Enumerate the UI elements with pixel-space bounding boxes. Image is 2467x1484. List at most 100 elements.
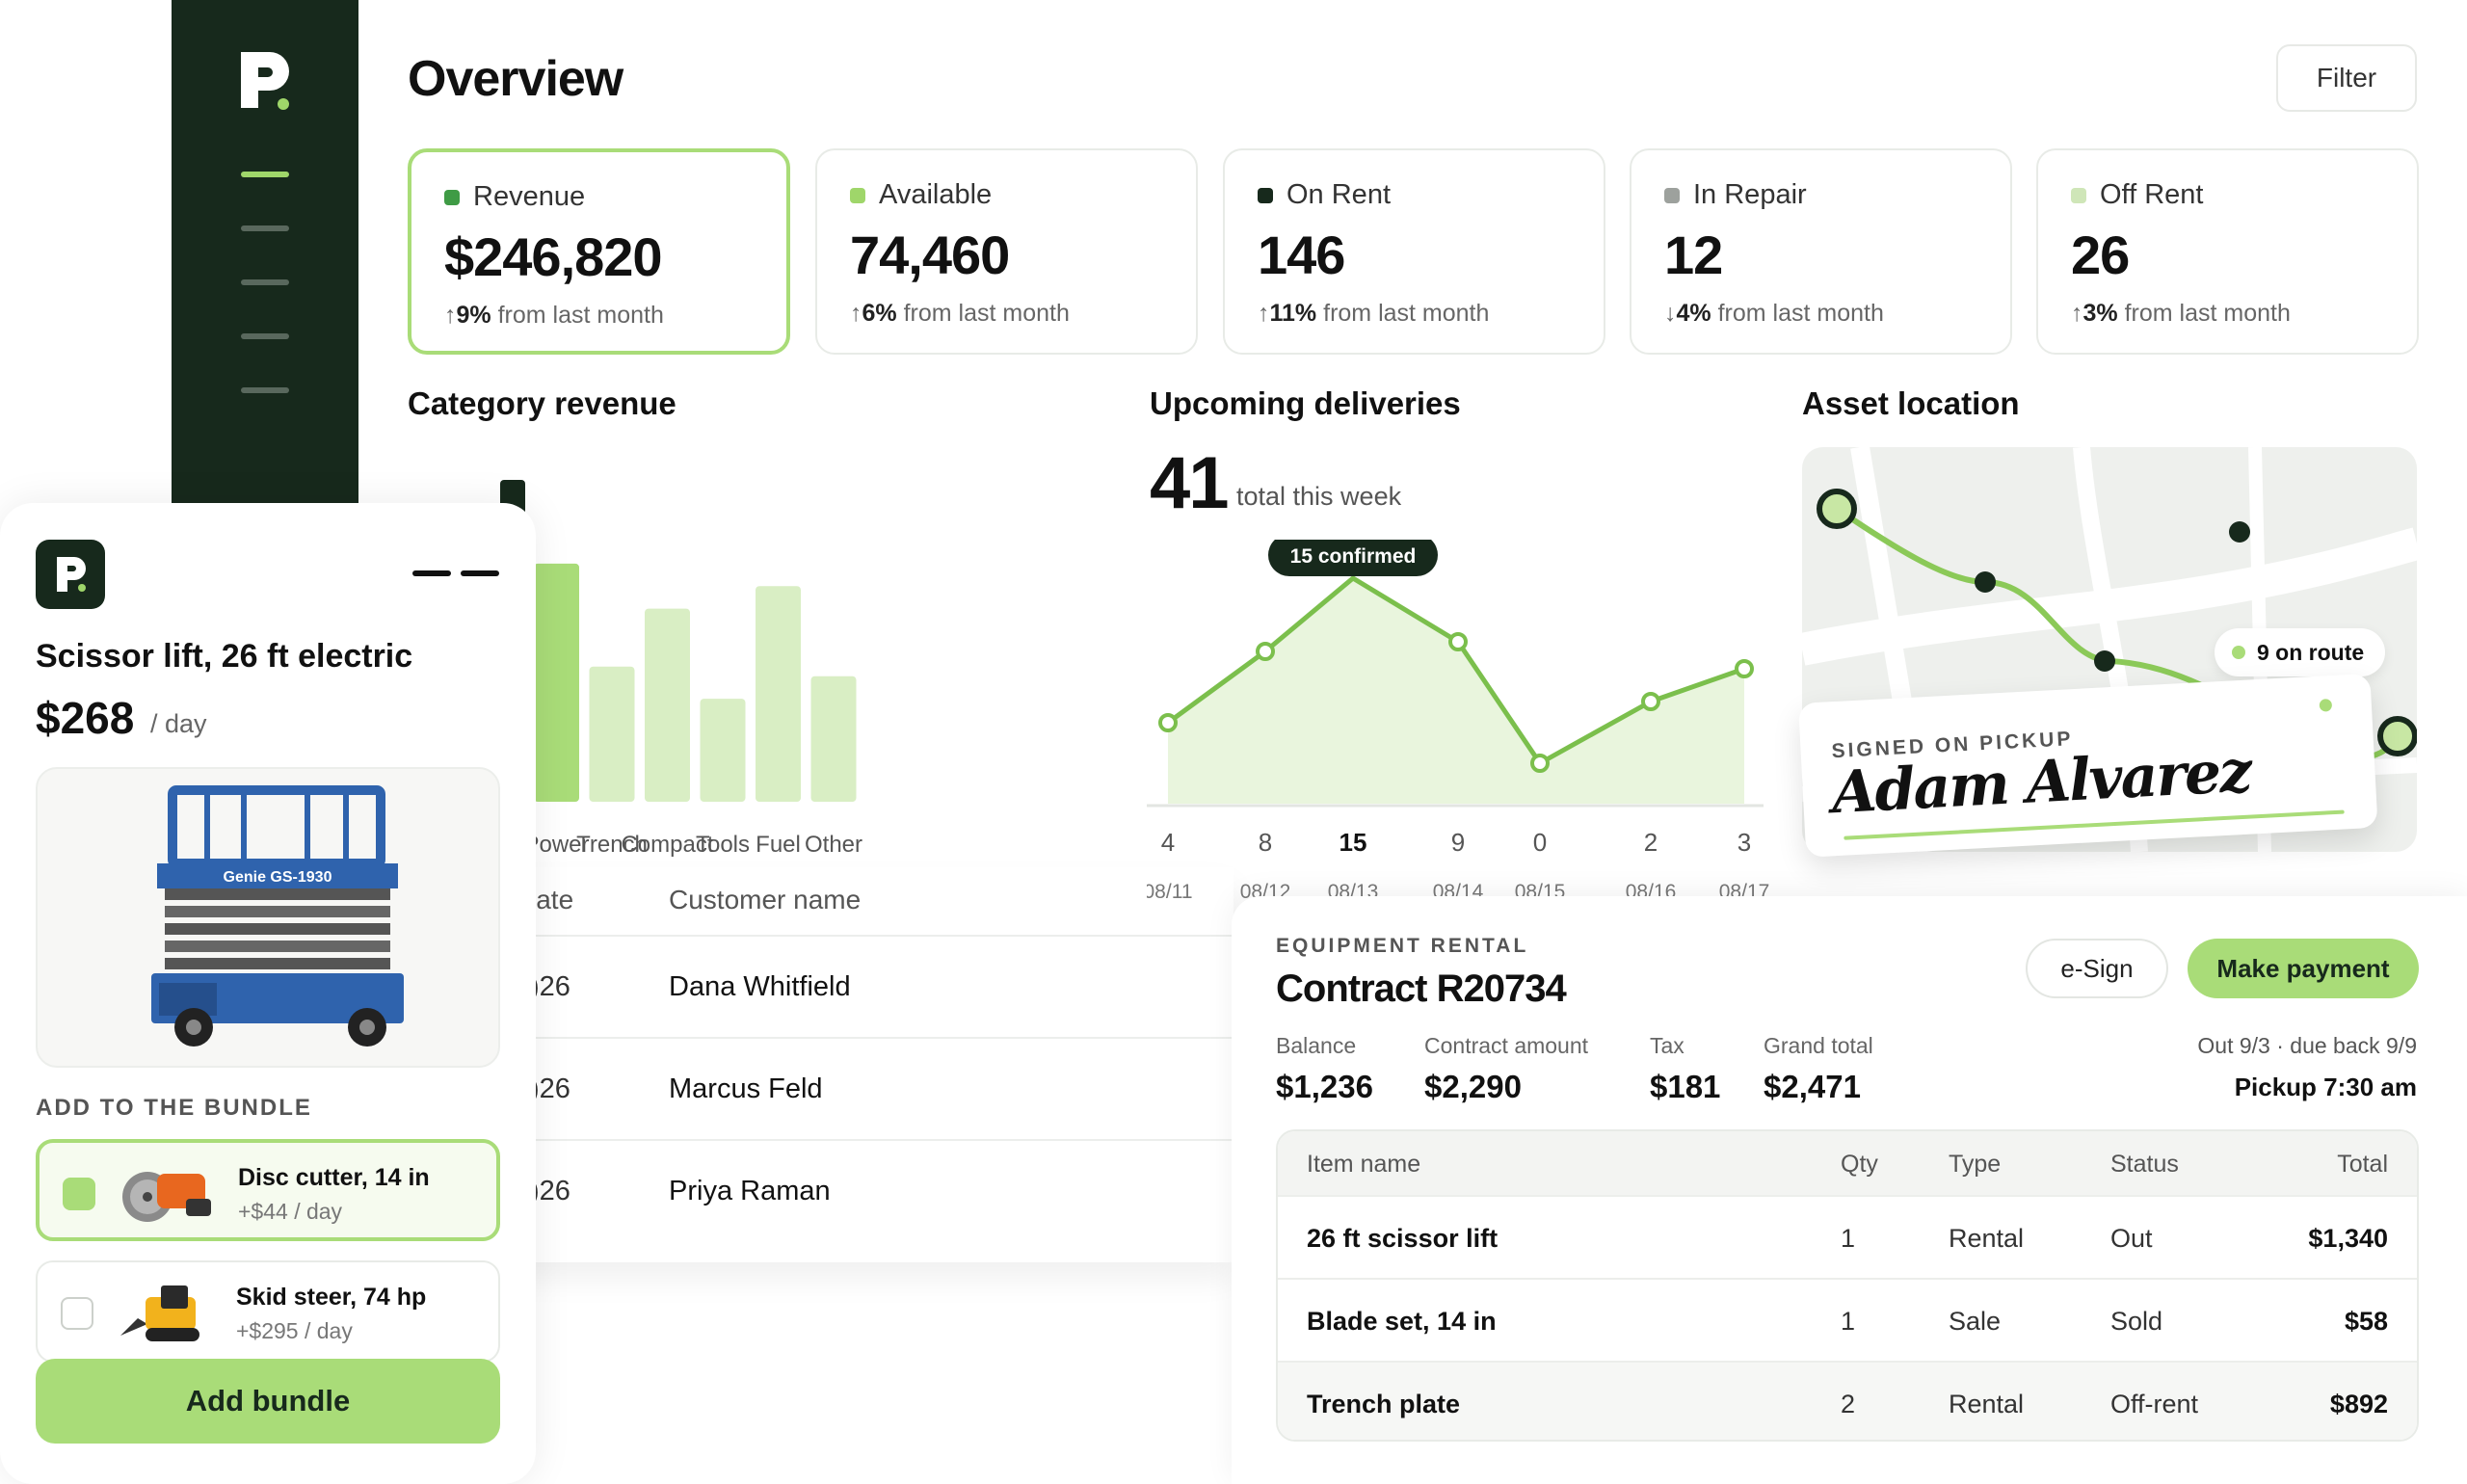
data-point[interactable] [1256, 642, 1275, 661]
summary-value: $2,471 [1764, 1069, 1861, 1104]
item-type: Rental [1949, 1390, 2025, 1418]
data-point[interactable] [1641, 692, 1660, 711]
product-price: $268 [36, 693, 135, 743]
item-total: $58 [2344, 1307, 2388, 1336]
bundle-item[interactable]: Skid steer, 74 hp +$295 / day [36, 1260, 500, 1363]
stat-card-available[interactable]: Available 74,460 ↑6% from last month [815, 148, 1198, 355]
stat-card-off-rent[interactable]: Off Rent 26 ↑3% from last month [2036, 148, 2419, 355]
add-bundle-button[interactable]: Add bundle [36, 1359, 500, 1444]
deliveries-total: 41 [1150, 442, 1230, 524]
legend-dot-icon [850, 187, 865, 203]
column-header-customer[interactable]: Customer name [669, 885, 862, 914]
data-value-label: 3 [1738, 828, 1751, 857]
upcoming-deliveries-title: Upcoming deliveries [1150, 385, 1461, 421]
sidebar-nav-item-2[interactable] [241, 225, 289, 231]
item-qty: 2 [1841, 1390, 1856, 1418]
stat-change-pct: 9% [456, 302, 491, 329]
data-point[interactable] [1530, 754, 1550, 773]
data-value-label: 9 [1451, 828, 1465, 857]
esign-button[interactable]: e-Sign [2026, 939, 2168, 998]
column-header-date[interactable]: late [530, 885, 574, 914]
column-header-qty[interactable]: Qty [1841, 1151, 1878, 1178]
sidebar [172, 0, 358, 520]
item-qty: 1 [1841, 1224, 1856, 1253]
stat-change-suffix: from last month [497, 302, 664, 329]
stat-label-text: Available [879, 179, 993, 210]
category-tick-label: Tools [696, 832, 750, 858]
column-header-type[interactable]: Type [1949, 1151, 2002, 1178]
tooltip-label: 15 confirmed [1290, 545, 1417, 568]
on-route-badge[interactable]: 9 on route [2215, 628, 2386, 676]
menu-dash-icon[interactable] [412, 570, 451, 576]
bundle-heading: ADD TO THE BUNDLE [36, 1095, 312, 1121]
item-name: Trench plate [1307, 1390, 1461, 1418]
table-row[interactable]: )26 Marcus Feld [405, 1037, 1234, 1139]
sidebar-nav-item-1[interactable] [241, 172, 289, 177]
bundle-item[interactable]: Disc cutter, 14 in +$44 / day [36, 1139, 500, 1241]
item-status: Sold [2110, 1307, 2163, 1336]
column-header-item[interactable]: Item name [1307, 1151, 1421, 1178]
data-value-label: 4 [1161, 828, 1175, 857]
stat-change: ↑9% from last month [444, 302, 664, 330]
column-header-status[interactable]: Status [2110, 1151, 2179, 1178]
bar-fuel[interactable] [756, 586, 801, 802]
summary-value: $2,290 [1424, 1069, 1522, 1104]
data-value-label: 15 [1340, 828, 1367, 857]
menu-dash-icon[interactable] [461, 570, 499, 576]
data-point[interactable] [1448, 632, 1468, 651]
trend-arrow-icon: ↓ [1664, 300, 1677, 327]
p-logo-icon[interactable] [237, 48, 295, 112]
stat-value: 12 [1664, 225, 1723, 285]
stat-card-on-rent[interactable]: On Rent 146 ↑11% from last month [1223, 148, 1605, 355]
table-row[interactable]: 26 ft scissor lift 1 Rental Out $1,340 [1278, 1195, 2417, 1278]
sidebar-nav-item-5[interactable] [241, 387, 289, 393]
bar-power[interactable] [534, 563, 579, 802]
item-status: Off-rent [2110, 1390, 2199, 1418]
data-value-label: 2 [1644, 828, 1658, 857]
deliveries-chart: 408/11808/121508/13908/14008/15208/16308… [1147, 540, 1769, 903]
summary-grand-total: Grand total $2,471 [1764, 1033, 1873, 1105]
make-payment-button[interactable]: Make payment [2188, 939, 2419, 998]
bundle-checkbox[interactable] [61, 1297, 93, 1330]
bundle-checkbox[interactable] [63, 1178, 95, 1210]
bar-other[interactable] [810, 676, 857, 802]
route-stop-marker [2094, 650, 2115, 672]
customer-date: )26 [530, 1176, 570, 1206]
trend-arrow-icon: ↑ [2071, 300, 2083, 327]
item-total: $892 [2329, 1390, 2388, 1418]
stat-card-in-repair[interactable]: In Repair 12 ↓4% from last month [1630, 148, 2012, 355]
sidebar-nav-item-4[interactable] [241, 333, 289, 339]
stat-change-suffix: from last month [903, 300, 1070, 327]
filter-button[interactable]: Filter [2276, 44, 2417, 112]
stat-change-pct: 4% [1676, 300, 1711, 327]
pickup-time: Pickup 7:30 am [2234, 1073, 2417, 1101]
route-end-marker [2377, 716, 2417, 756]
contract-title: Contract R20734 [1276, 967, 1567, 1010]
contract-panel: EQUIPMENT RENTAL Contract R20734 e-Sign … [1232, 896, 2467, 1484]
data-point[interactable] [1158, 713, 1178, 732]
stat-label-text: On Rent [1287, 179, 1391, 210]
summary-value: $181 [1650, 1069, 1721, 1104]
summary-label: Tax [1650, 1033, 1684, 1058]
bar-tools[interactable] [700, 699, 746, 802]
stat-card-revenue[interactable]: Revenue $246,820 ↑9% from last month [408, 148, 790, 355]
stat-change-suffix: from last month [2124, 300, 2291, 327]
route-stop-marker [1975, 571, 1996, 593]
category-revenue-chart: ialPowerTrenchCompactToolsFuelOther [500, 480, 862, 858]
data-point[interactable] [1735, 659, 1754, 678]
customer-table: late Customer name )26 Dana Whitfield)26 M… [405, 867, 1234, 1262]
table-row[interactable]: )26 Dana Whitfield [405, 935, 1234, 1037]
table-row[interactable]: )26 Priya Raman [405, 1139, 1234, 1241]
asset-marker [2229, 521, 2250, 543]
stat-change-suffix: from last month [1717, 300, 1884, 327]
bar-compact[interactable] [645, 608, 690, 802]
sidebar-nav-item-3[interactable] [241, 279, 289, 285]
contract-eyebrow: EQUIPMENT RENTAL [1276, 935, 1529, 957]
product-card: Scissor lift, 26 ft electric $268 / day … [0, 503, 536, 1484]
table-header: Item name Qty Type Status Total [1278, 1131, 2417, 1195]
stat-value: $246,820 [444, 226, 663, 287]
column-header-total[interactable]: Total [2337, 1151, 2388, 1178]
table-row[interactable]: Blade set, 14 in 1 Sale Sold $58 [1278, 1278, 2417, 1361]
bar-trench[interactable] [589, 666, 635, 802]
table-row[interactable]: Trench plate 2 Rental Off-rent $892 [1278, 1361, 2417, 1440]
